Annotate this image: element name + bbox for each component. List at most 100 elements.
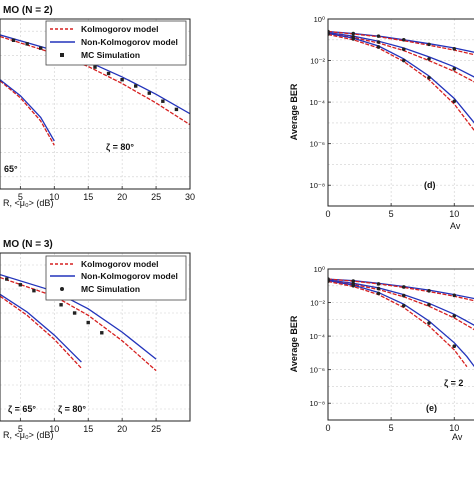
x-tick-label: 0 bbox=[325, 423, 330, 433]
x-tick-label: 5 bbox=[18, 424, 23, 434]
mc-marker bbox=[401, 285, 406, 289]
panel-n2-x-axis-label: R, <μ₀> (dB) bbox=[3, 198, 53, 208]
mc-marker bbox=[401, 37, 406, 42]
panel-n3-x-ticks: 5 10 15 20 25 bbox=[18, 418, 161, 434]
mc-marker bbox=[39, 46, 43, 50]
panel-e-x-ticks: 0 5 10 bbox=[325, 417, 459, 433]
mc-marker bbox=[59, 303, 63, 307]
panel-n2-annotation-80: ζ = 80° bbox=[106, 142, 134, 152]
x-tick-label: 30 bbox=[185, 192, 195, 202]
kolmogorov-curve bbox=[0, 276, 157, 372]
panel-n2-annotation-65: 65° bbox=[4, 164, 18, 174]
panel-n2-series bbox=[0, 34, 190, 146]
mc-marker bbox=[351, 37, 356, 41]
panel-e-frame bbox=[327, 268, 474, 421]
y-tick-label: 10⁻² bbox=[310, 299, 325, 308]
panel-d-x-ticks: 0 5 10 bbox=[325, 203, 459, 219]
non-kolmogorov-curve bbox=[0, 79, 55, 142]
legend-mc-label: MC Simulation bbox=[81, 50, 140, 60]
mc-marker bbox=[427, 42, 431, 47]
panel-e-annotation: ζ = 2 bbox=[444, 378, 463, 388]
mc-marker bbox=[427, 321, 431, 325]
kolmogorov-curve bbox=[328, 32, 474, 83]
mc-marker bbox=[11, 38, 16, 42]
mc-marker bbox=[452, 344, 457, 349]
y-tick-label: 10⁰ bbox=[314, 265, 325, 274]
x-tick-label: 10 bbox=[49, 192, 59, 202]
mc-marker bbox=[452, 314, 457, 318]
panel-e-x-axis-label: Av bbox=[452, 432, 463, 442]
legend-non-kolmogorov-label: Non-Kolmogorov model bbox=[81, 271, 178, 281]
non-kolmogorov-curve bbox=[328, 32, 474, 124]
panel-d-y-ticks: 10⁰ 10⁻² 10⁻⁴ 10⁻⁶ 10⁻⁸ bbox=[309, 15, 331, 190]
x-tick-label: 20 bbox=[117, 192, 127, 202]
y-tick-label: 10⁻⁴ bbox=[309, 98, 325, 107]
panel-n3-frame bbox=[0, 252, 191, 422]
x-tick-label: 5 bbox=[18, 192, 23, 202]
non-kolmogorov-curve bbox=[0, 273, 157, 360]
mc-marker bbox=[376, 286, 381, 291]
non-kolmogorov-curve bbox=[0, 293, 82, 363]
y-tick-label: 10⁻⁴ bbox=[309, 332, 325, 341]
mc-marker bbox=[106, 71, 111, 76]
mc-marker bbox=[427, 75, 431, 80]
panel-n2-title: MO (N = 2) bbox=[3, 5, 53, 16]
panel-n2-x-ticks: 5 10 15 20 25 30 bbox=[18, 186, 195, 202]
mc-marker bbox=[72, 311, 77, 315]
panel-d-series bbox=[328, 29, 474, 132]
mc-marker bbox=[5, 277, 9, 281]
x-tick-label: 15 bbox=[83, 192, 93, 202]
x-tick-label: 0 bbox=[325, 209, 330, 219]
mc-marker bbox=[174, 107, 179, 112]
mc-marker bbox=[376, 282, 381, 286]
mc-marker bbox=[452, 67, 457, 71]
mc-marker bbox=[452, 293, 457, 298]
mc-marker bbox=[93, 65, 97, 69]
legend-mc-swatch bbox=[60, 287, 64, 291]
kolmogorov-curve bbox=[0, 35, 190, 126]
x-tick-label: 10 bbox=[449, 423, 459, 433]
kolmogorov-curve bbox=[0, 80, 55, 146]
non-kolmogorov-curve bbox=[328, 279, 474, 326]
mc-marker bbox=[351, 31, 356, 36]
panel-n2-legend-box bbox=[45, 20, 187, 66]
legend-non-kolmogorov-label: Non-Kolmogorov model bbox=[81, 37, 178, 47]
non-kolmogorov-curve bbox=[328, 280, 474, 368]
legend-kolmogorov-label: Kolmogorov model bbox=[81, 259, 158, 269]
mc-marker bbox=[427, 289, 431, 293]
mc-marker bbox=[401, 303, 406, 308]
legend-mc-swatch bbox=[60, 53, 64, 57]
panel-e-series bbox=[328, 277, 474, 368]
panel-d-x-axis-label: Av bbox=[450, 221, 461, 231]
mc-marker bbox=[452, 99, 457, 104]
mc-marker bbox=[427, 302, 431, 307]
x-tick-label: 5 bbox=[389, 209, 394, 219]
mc-marker bbox=[147, 91, 151, 95]
legend-kolmogorov-label: Kolmogorov model bbox=[81, 24, 158, 34]
mc-marker bbox=[120, 78, 124, 82]
panel-n3-title: MO (N = 3) bbox=[3, 239, 53, 250]
mc-marker bbox=[100, 331, 104, 335]
panel-e-label: (e) bbox=[426, 403, 437, 413]
panel-n3-legend: Kolmogorov model Non-Kolmogorov model MC… bbox=[45, 255, 187, 301]
panel-e-y-axis-label: Average BER bbox=[289, 315, 299, 372]
mc-marker bbox=[401, 293, 406, 298]
panel-d-label: (d) bbox=[424, 180, 436, 190]
x-tick-label: 25 bbox=[151, 192, 161, 202]
y-tick-label: 10⁻⁶ bbox=[310, 366, 325, 375]
panel-n3-legend-box bbox=[45, 255, 187, 301]
mc-marker bbox=[376, 40, 381, 44]
mc-marker bbox=[401, 47, 406, 52]
mc-marker bbox=[18, 283, 23, 287]
panel-n3-series bbox=[0, 273, 157, 372]
panel-e-grid bbox=[327, 268, 474, 421]
x-tick-label: 20 bbox=[117, 424, 127, 434]
mc-marker bbox=[86, 320, 90, 325]
kolmogorov-curve bbox=[0, 295, 82, 369]
mc-marker bbox=[376, 45, 381, 49]
x-tick-label: 10 bbox=[449, 209, 459, 219]
panel-n3-annotation-80: ζ = 80° bbox=[58, 404, 86, 414]
